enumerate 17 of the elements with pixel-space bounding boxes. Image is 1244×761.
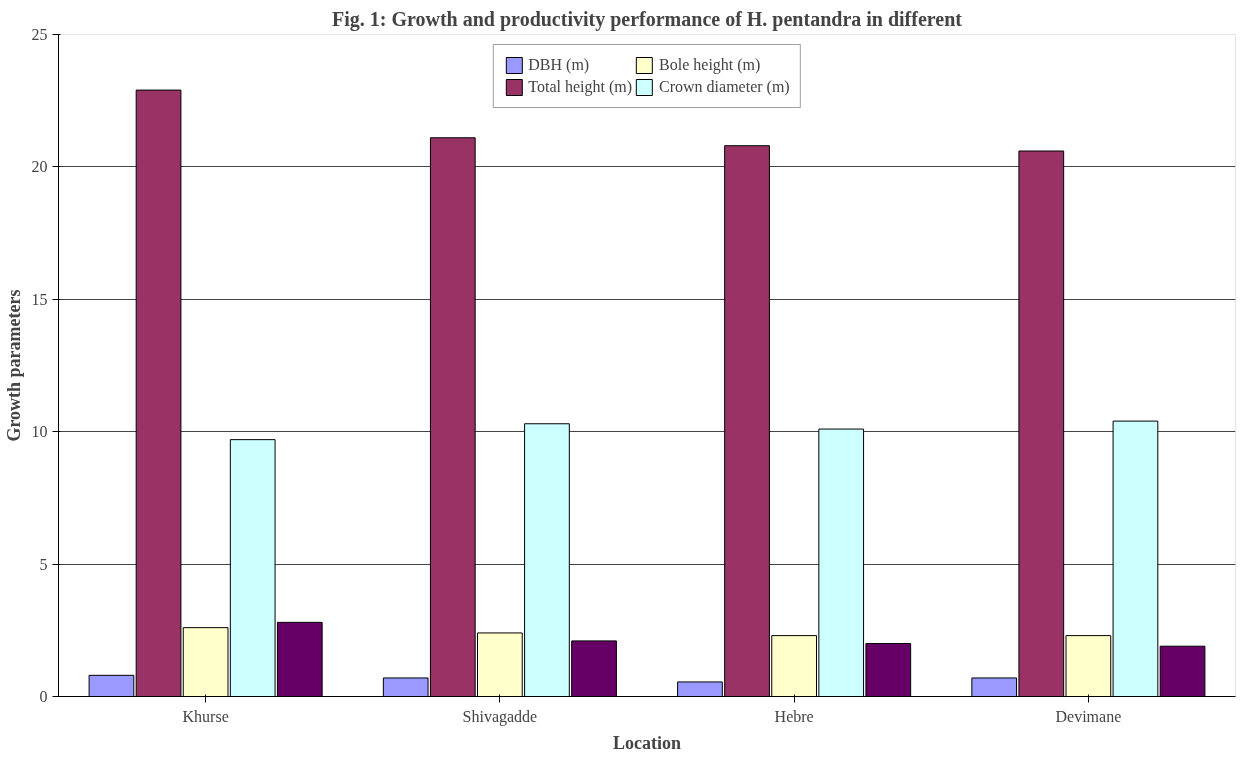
y-axis-title: Growth parameters [3,289,24,442]
legend-label: Total height (m) [528,78,633,96]
y-tick-label: 0 [39,688,48,705]
x-tick-label: Shivagadde [462,707,538,726]
chart-title: Fig. 1: Growth and productivity performance of H. pentandra in different [332,7,963,31]
x-tick-label: Khurse [182,707,229,725]
y-tick-label: 15 [31,290,48,308]
y-tick-label: 5 [39,555,48,573]
legend-label: DBH (m) [528,56,590,74]
x-tick-label: Hebre [774,707,814,725]
legend-label: Bole height (m) [659,56,761,74]
x-axis-title: Location [613,732,682,753]
y-tick-label: 25 [31,26,48,43]
x-tick-label: Devimane [1055,707,1122,725]
legend-label: Crown diameter (m) [659,78,790,96]
y-tick-label: 10 [31,423,48,441]
y-tick-label: 20 [31,158,48,176]
